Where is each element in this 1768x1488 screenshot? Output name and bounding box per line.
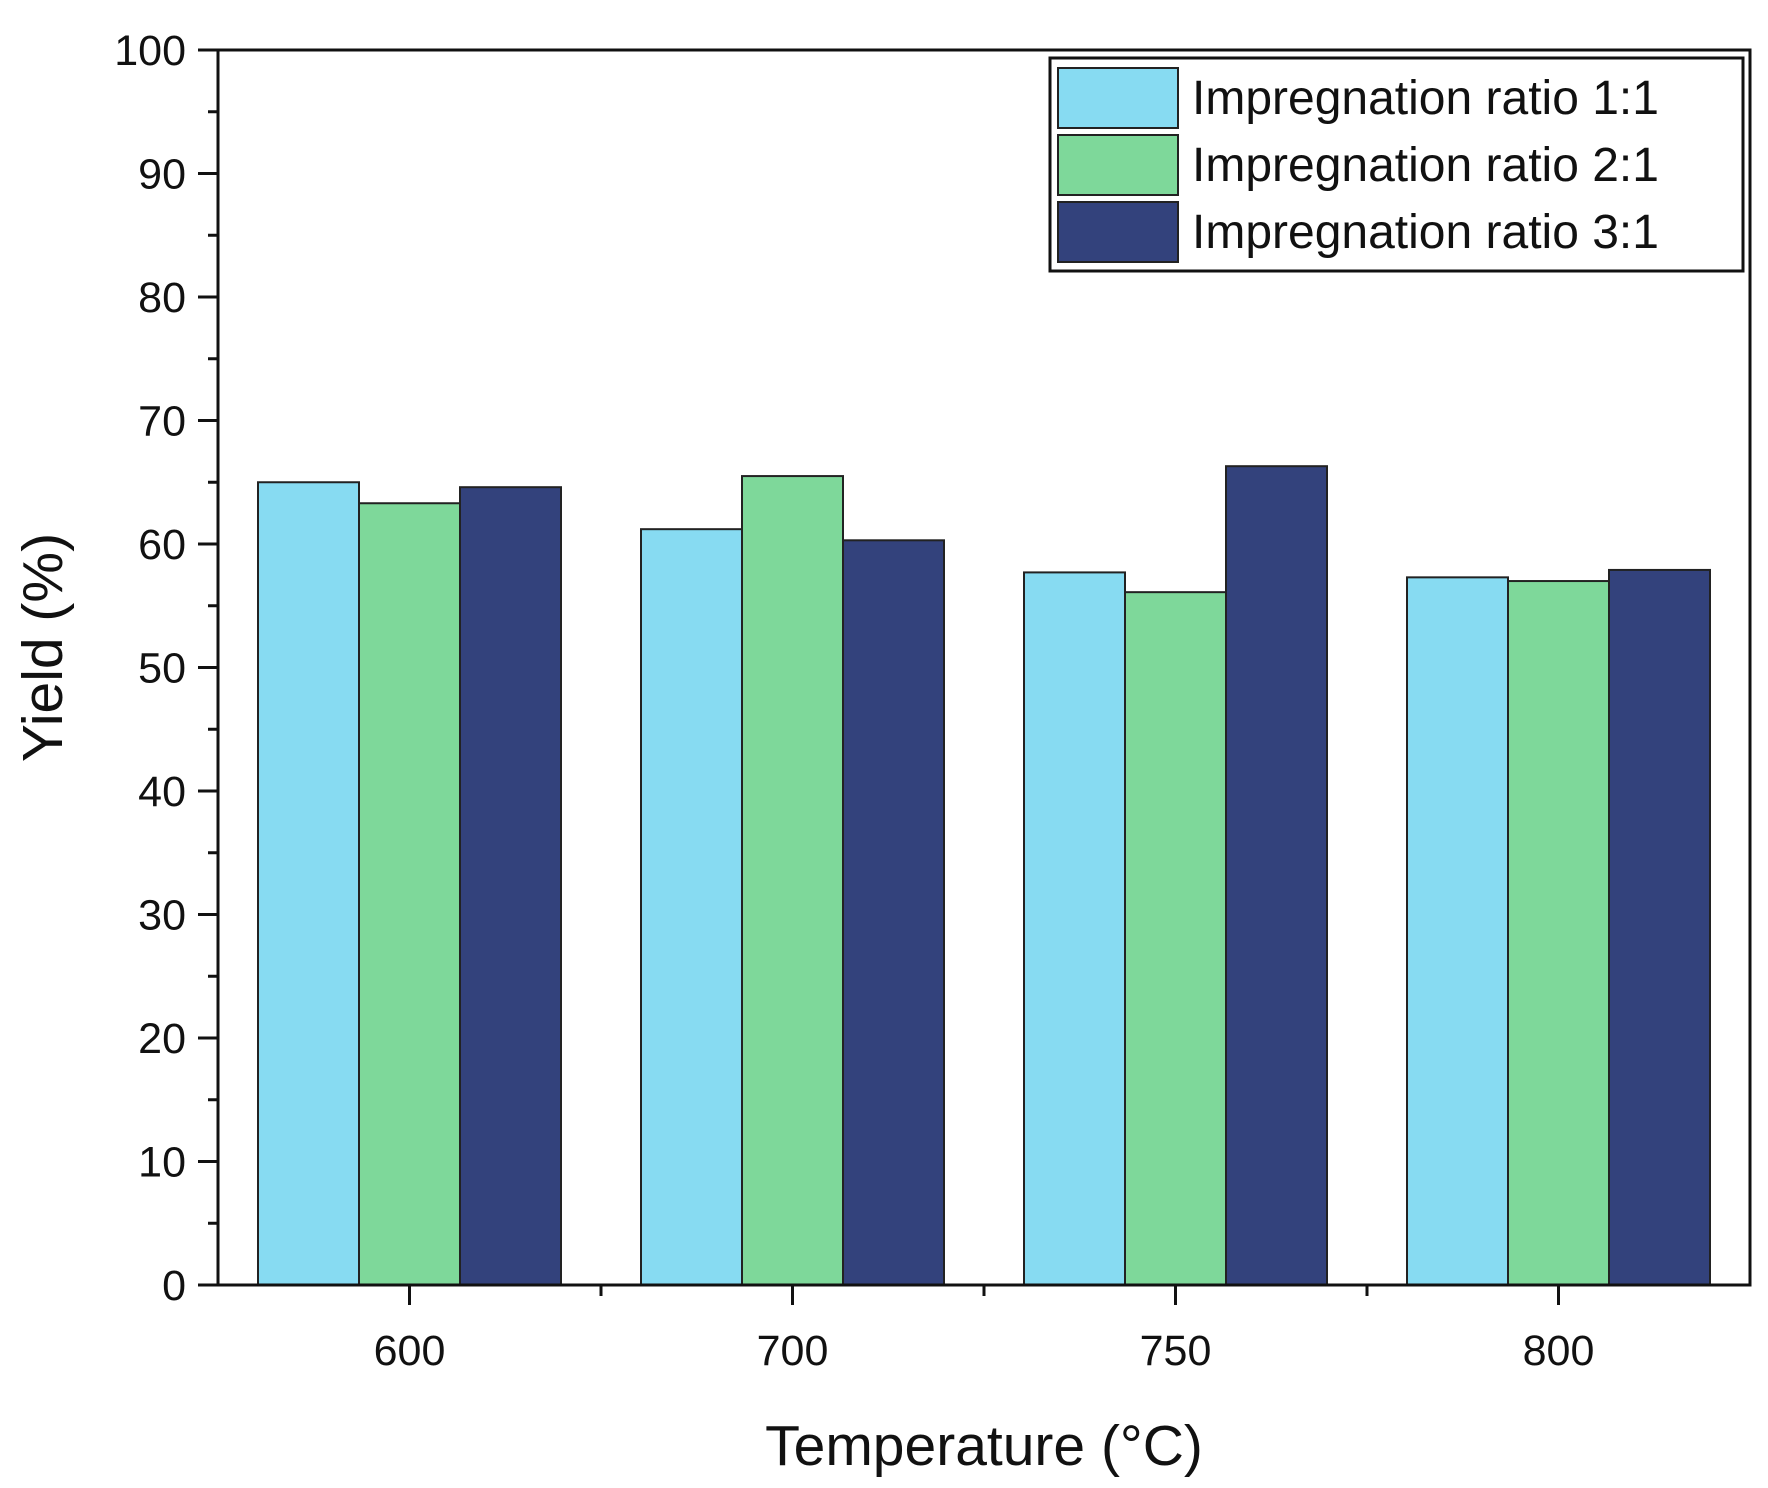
bar-750-series-3 — [1225, 465, 1328, 1286]
legend-swatch-series-3 — [1057, 201, 1179, 263]
bar-750-series-2 — [1124, 591, 1227, 1286]
bar-700-series-1 — [640, 528, 743, 1286]
y-tick-label: 80 — [138, 274, 186, 322]
y-tick-label: 90 — [138, 151, 186, 199]
legend-label-series-3: Impregnation ratio 3:1 — [1192, 206, 1659, 259]
x-axis-title: Temperature (°C) — [765, 1414, 1203, 1478]
y-tick-label: 100 — [114, 27, 186, 75]
bar-700-series-2 — [741, 475, 844, 1286]
y-tick-label: 50 — [138, 645, 186, 693]
bar-700-series-3 — [842, 539, 945, 1286]
y-tick-label: 10 — [138, 1139, 186, 1187]
y-tick-label: 20 — [138, 1015, 186, 1063]
x-tick-label: 700 — [757, 1327, 829, 1375]
bar-750-series-1 — [1023, 571, 1126, 1286]
legend-swatch-series-1 — [1057, 67, 1179, 129]
bar-800-series-3 — [1608, 568, 1711, 1286]
y-tick-label: 0 — [162, 1262, 186, 1310]
bars-layer — [257, 465, 1711, 1286]
axes-layer: 0 10 20 30 40 50 60 70 80 90 100 600 700 750 800 — [114, 27, 1752, 1375]
y-tick-label: 30 — [138, 892, 186, 940]
legend-label-series-1: Impregnation ratio 1:1 — [1192, 72, 1659, 125]
bar-600-series-3 — [459, 486, 562, 1286]
bar-600-series-2 — [358, 502, 461, 1286]
y-tick-label: 70 — [138, 398, 186, 446]
legend-swatch-series-2 — [1057, 134, 1179, 196]
legend-label-series-2: Impregnation ratio 2:1 — [1192, 139, 1659, 192]
legend: Impregnation ratio 1:1 Impregnation ratio… — [1048, 56, 1745, 273]
bar-600-series-1 — [257, 481, 360, 1286]
x-tick-label: 750 — [1140, 1327, 1212, 1375]
bar-800-series-1 — [1406, 576, 1509, 1286]
y-axis-title: Yield (%) — [11, 533, 75, 762]
y-tick-label: 60 — [138, 521, 186, 569]
x-tick-label: 800 — [1523, 1327, 1595, 1375]
bar-800-series-2 — [1507, 580, 1610, 1286]
x-tick-label: 600 — [374, 1327, 446, 1375]
y-tick-label: 40 — [138, 768, 186, 816]
